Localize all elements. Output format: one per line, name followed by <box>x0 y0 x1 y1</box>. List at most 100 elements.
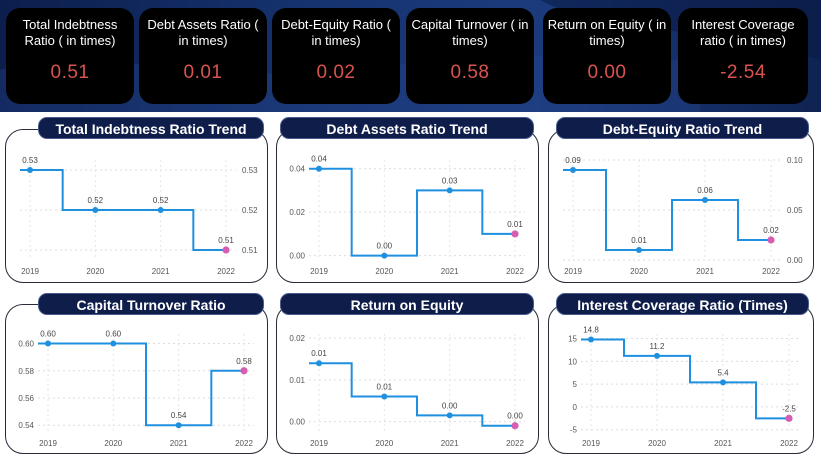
data-label: 0.04 <box>311 155 327 164</box>
kpi-card-return-on-equity: Return on Equity ( in times) 0.00 <box>543 8 671 104</box>
data-label: 0.00 <box>507 412 523 421</box>
data-label: 0.00 <box>377 242 393 251</box>
data-point <box>570 167 576 173</box>
kpi-value: 0.58 <box>450 62 490 83</box>
x-tick-label: 2019 <box>582 439 600 448</box>
kpi-card-debt-equity: Debt-Equity Ratio ( in times) 0.02 <box>272 8 400 104</box>
kpi-value: -2.54 <box>720 62 766 83</box>
chart-panel-interest-coverage <box>548 304 814 454</box>
y-tick-label: 0.51 <box>242 246 258 255</box>
data-label: 11.2 <box>650 342 666 351</box>
data-point <box>222 246 230 254</box>
y-tick-label: 0 <box>573 403 578 412</box>
data-label: 0.58 <box>236 357 252 366</box>
x-tick-label: 2022 <box>235 439 253 448</box>
x-tick-label: 2022 <box>780 439 798 448</box>
y-tick-label: 0.01 <box>289 376 305 385</box>
y-tick-label: 0.54 <box>18 421 34 430</box>
chart-title-interest-coverage: Interest Coverage Ratio (Times) <box>556 293 809 315</box>
data-point <box>381 252 388 259</box>
data-label: 0.00 <box>442 401 458 410</box>
chart-panel-debt-assets <box>276 129 539 283</box>
x-tick-label: 2020 <box>375 267 393 276</box>
y-tick-label: -5 <box>570 426 578 435</box>
chart-panel-return-on-equity <box>276 304 539 454</box>
kpi-title: Return on Equity ( in times) <box>547 17 667 48</box>
y-tick-label: 0.02 <box>289 208 305 217</box>
chart-title-capital-turnover: Capital Turnover Ratio <box>38 293 264 315</box>
y-tick-label: 0.10 <box>787 156 803 165</box>
chart-title-total-indebtness: Total Indebtness Ratio Trend <box>38 117 264 139</box>
y-tick-label: 0.53 <box>242 166 258 175</box>
y-tick-label: 0.02 <box>289 334 305 343</box>
kpi-title: Interest Coverage ratio ( in times) <box>691 17 795 48</box>
data-label: 0.03 <box>442 176 458 185</box>
data-label: 0.60 <box>106 330 122 339</box>
x-tick-label: 2022 <box>217 267 235 276</box>
chart-return-on-equity: 0.00 0.01 0.02 2019 2020 2021 2022 0.01 0.01 0.00… <box>289 334 525 448</box>
chart-debt-equity-trend: 0.00 0.05 0.10 2019 2020 2021 2022 0.09 0.01 0.06… <box>563 156 803 276</box>
kpi-value: 0.01 <box>183 62 223 83</box>
kpi-card-total-indebtness: Total Indebtness Ratio ( in times) 0.51 <box>6 8 134 104</box>
data-label: 14.8 <box>583 325 599 334</box>
data-label: 0.02 <box>763 226 779 235</box>
data-label: 0.01 <box>631 236 647 245</box>
data-point <box>446 412 453 419</box>
data-point <box>110 340 117 347</box>
data-label: 0.06 <box>697 186 713 195</box>
x-tick-label: 2020 <box>648 439 666 448</box>
x-tick-label: 2019 <box>39 439 57 448</box>
x-tick-label: 2019 <box>564 267 582 276</box>
chart-debt-assets-trend: 0.00 0.02 0.04 2019 2020 2021 2022 0.04 0.00 0.03… <box>289 155 525 276</box>
x-tick-label: 2021 <box>714 439 732 448</box>
data-label: 0.52 <box>153 196 169 205</box>
data-point <box>27 167 33 173</box>
data-point <box>316 165 322 172</box>
y-tick-label: 0.00 <box>289 418 305 427</box>
kpi-value: 0.00 <box>587 62 627 83</box>
data-point <box>785 414 793 422</box>
chart-title-debt-equity: Debt-Equity Ratio Trend <box>556 117 809 139</box>
x-tick-label: 2020 <box>630 267 648 276</box>
data-label: 0.01 <box>507 220 523 229</box>
data-point <box>240 367 248 375</box>
data-point <box>316 360 322 367</box>
y-tick-label: 0.04 <box>289 165 305 174</box>
data-point <box>767 236 775 244</box>
y-tick-label: 0.56 <box>18 394 34 403</box>
y-tick-label: 15 <box>568 335 577 344</box>
data-label: 0.01 <box>377 383 393 392</box>
x-tick-label: 2021 <box>441 267 459 276</box>
data-label: 0.51 <box>218 236 234 245</box>
kpi-card-debt-assets: Debt Assets Ratio ( in times) 0.01 <box>139 8 267 104</box>
x-tick-label: 2022 <box>506 439 524 448</box>
series-line <box>309 362 515 427</box>
chart-interest-coverage: -5 0 5 10 15 2019 2020 2021 2022 14.8 11.2 5.4 -2.5 <box>568 325 799 448</box>
y-tick-label: 0.52 <box>242 206 258 215</box>
data-point <box>636 247 642 253</box>
data-label: 0.53 <box>22 156 38 165</box>
data-point <box>511 422 519 430</box>
x-tick-label: 2021 <box>152 267 170 276</box>
x-tick-label: 2019 <box>310 439 328 448</box>
series-line <box>20 169 226 251</box>
y-tick-label: 0.00 <box>787 256 803 265</box>
x-tick-label: 2021 <box>441 439 459 448</box>
y-tick-label: 0.60 <box>18 340 34 349</box>
kpi-card-capital-turnover: Capital Turnover ( in times) 0.58 <box>406 8 534 104</box>
data-point <box>588 336 594 343</box>
x-tick-label: 2022 <box>762 267 780 276</box>
x-tick-label: 2019 <box>310 267 328 276</box>
kpi-value: 0.02 <box>316 62 356 83</box>
chart-capital-turnover: 0.54 0.56 0.58 0.60 2019 2020 2021 2022 0.60 0.60… <box>18 330 254 448</box>
kpi-title: Debt Assets Ratio ( in times) <box>147 17 259 48</box>
data-point <box>720 379 726 386</box>
data-point <box>446 187 453 194</box>
kpi-title: Debt-Equity Ratio ( in times) <box>281 17 391 48</box>
x-tick-label: 2020 <box>375 439 393 448</box>
y-tick-label: 0.05 <box>787 206 803 215</box>
series-line <box>581 338 789 420</box>
chart-title-debt-assets: Debt Assets Ratio Trend <box>280 117 534 139</box>
series-line <box>563 169 771 251</box>
data-point <box>381 393 388 400</box>
